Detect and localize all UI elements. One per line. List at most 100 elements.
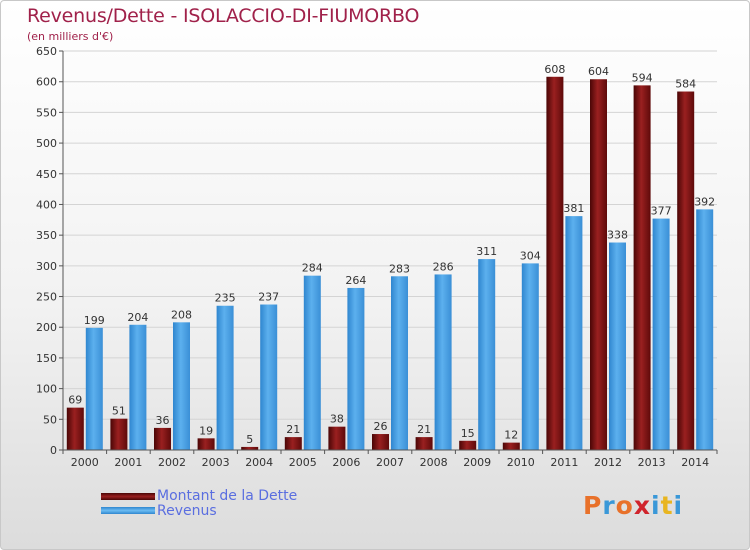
bar-debt bbox=[197, 438, 215, 450]
data-label-revenus: 204 bbox=[127, 311, 148, 324]
data-label-revenus: 264 bbox=[345, 274, 366, 287]
bar-revenus bbox=[391, 276, 408, 450]
y-tick-label: 50 bbox=[43, 413, 57, 426]
x-tick-label: 2012 bbox=[594, 456, 622, 469]
data-label-debt: 584 bbox=[675, 78, 696, 91]
data-label-debt: 21 bbox=[417, 423, 431, 436]
bar-revenus bbox=[521, 263, 539, 450]
data-label-debt: 5 bbox=[246, 433, 253, 446]
y-tick-label: 100 bbox=[36, 383, 57, 396]
y-tick-label: 300 bbox=[36, 260, 57, 273]
legend-label-debt: Montant de la Dette bbox=[157, 488, 298, 504]
x-axis: 2000 2001 2002 2003 2004 2005 2006 2007 2008 2009… bbox=[62, 449, 718, 469]
bar-debt bbox=[328, 426, 346, 450]
y-tick-label: 200 bbox=[36, 321, 57, 334]
bar-revenus bbox=[260, 304, 278, 450]
x-tick-label: 2002 bbox=[158, 456, 186, 469]
data-label-revenus: 283 bbox=[389, 262, 410, 275]
bar-revenus bbox=[303, 275, 321, 450]
data-label-revenus: 237 bbox=[258, 291, 279, 304]
y-tick-label: 550 bbox=[36, 106, 57, 119]
bar-revenus bbox=[216, 305, 234, 450]
data-label-debt: 38 bbox=[330, 413, 344, 426]
data-label-revenus: 304 bbox=[520, 249, 541, 262]
data-label-revenus: 284 bbox=[302, 262, 323, 275]
data-label-revenus: 377 bbox=[651, 205, 672, 218]
data-label-debt: 36 bbox=[156, 414, 170, 427]
data-label-revenus: 381 bbox=[563, 202, 584, 215]
logo-letter: x bbox=[633, 491, 651, 520]
x-tick-label: 2011 bbox=[550, 456, 578, 469]
proxiti-logo: Proxiti bbox=[583, 491, 683, 520]
y-tick-label: 450 bbox=[36, 168, 57, 181]
y-tick-label: 650 bbox=[36, 45, 57, 58]
data-label-revenus: 311 bbox=[476, 245, 497, 258]
y-tick-label: 0 bbox=[50, 444, 57, 457]
x-tick-label: 2008 bbox=[420, 456, 448, 469]
grid-lines bbox=[63, 50, 717, 451]
bar-debt bbox=[415, 437, 433, 450]
bar-debt bbox=[110, 418, 128, 450]
bars: 69 199 51 204 36 208 19 235 5 237 21 284 38 264 26 283 2… bbox=[66, 63, 715, 451]
bar-revenus bbox=[696, 209, 714, 450]
x-tick-label: 2003 bbox=[202, 456, 230, 469]
data-label-revenus: 286 bbox=[433, 260, 454, 273]
legend-swatch-debt bbox=[101, 493, 155, 500]
bar-debt bbox=[677, 91, 695, 450]
bar-revenus bbox=[652, 218, 670, 450]
bar-debt bbox=[546, 76, 564, 450]
bar-debt bbox=[459, 440, 477, 450]
y-tick-label: 150 bbox=[36, 352, 57, 365]
data-label-debt: 594 bbox=[632, 71, 653, 84]
bar-revenus bbox=[565, 216, 583, 450]
bar-debt bbox=[284, 437, 302, 450]
y-tick-label: 500 bbox=[36, 137, 57, 150]
bar-revenus bbox=[434, 274, 452, 450]
bar-debt bbox=[154, 427, 171, 450]
bar-debt bbox=[590, 79, 607, 450]
bar-revenus bbox=[478, 259, 496, 450]
data-label-debt: 12 bbox=[504, 429, 518, 442]
data-label-revenus: 392 bbox=[694, 195, 715, 208]
data-label-revenus: 208 bbox=[171, 308, 192, 321]
chart-title: Revenus/Dette - ISOLACCIO-DI-FIUMORBO bbox=[27, 5, 420, 27]
bar-revenus bbox=[347, 287, 365, 450]
data-label-debt: 19 bbox=[199, 424, 213, 437]
bar-revenus bbox=[173, 322, 190, 450]
bar-debt bbox=[372, 434, 389, 450]
x-tick-label: 2009 bbox=[463, 456, 491, 469]
bar-debt bbox=[241, 446, 259, 450]
logo-letter: r bbox=[602, 491, 616, 520]
x-tick-label: 2005 bbox=[289, 456, 317, 469]
bar-revenus bbox=[609, 242, 626, 450]
logo-letter: i bbox=[651, 491, 661, 520]
x-tick-label: 2010 bbox=[507, 456, 535, 469]
y-tick-label: 350 bbox=[36, 229, 57, 242]
x-tick-label: 2004 bbox=[245, 456, 273, 469]
x-tick-label: 2000 bbox=[71, 456, 99, 469]
x-tick-label: 2001 bbox=[114, 456, 142, 469]
y-tick-label: 600 bbox=[36, 76, 57, 89]
y-tick-label: 250 bbox=[36, 291, 57, 304]
data-label-debt: 608 bbox=[544, 63, 565, 76]
data-label-debt: 51 bbox=[112, 405, 126, 418]
x-tick-label: 2014 bbox=[681, 456, 709, 469]
x-tick-label: 2013 bbox=[638, 456, 666, 469]
bar-revenus bbox=[85, 327, 103, 450]
logo-letter: i bbox=[673, 491, 684, 520]
logo-letter: o bbox=[615, 491, 634, 520]
data-label-debt: 69 bbox=[68, 394, 82, 407]
x-tick-label: 2007 bbox=[376, 456, 404, 469]
data-label-revenus: 199 bbox=[84, 314, 105, 327]
y-axis: 0 50 100 150 200 250 300 350 400 450 500 550 600 650 bbox=[36, 45, 64, 457]
bar-revenus bbox=[129, 324, 147, 450]
x-tick-label: 2006 bbox=[332, 456, 360, 469]
bar-debt bbox=[66, 407, 84, 450]
data-label-debt: 26 bbox=[374, 420, 388, 433]
bar-debt bbox=[502, 442, 520, 450]
chart-subtitle: (en milliers d'€) bbox=[27, 30, 114, 43]
legend-label-revenus: Revenus bbox=[157, 503, 217, 519]
bar-debt bbox=[633, 85, 651, 451]
